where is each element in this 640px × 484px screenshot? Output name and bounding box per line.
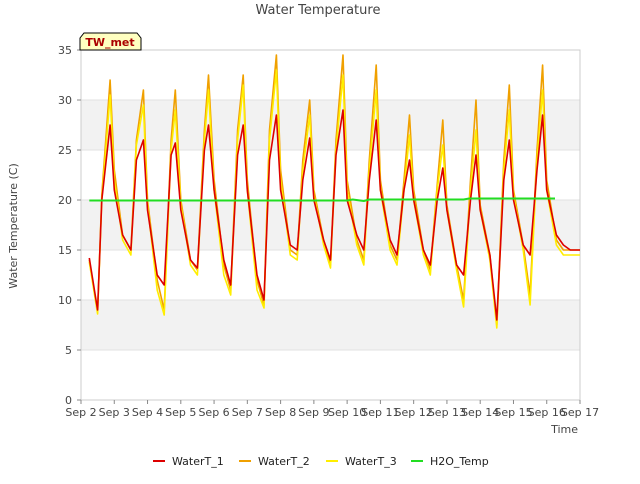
y-tick-label: 10	[58, 294, 72, 307]
grid-band	[81, 300, 580, 350]
x-tick-label: Sep 14	[461, 406, 499, 419]
legend-label: WaterT_2	[258, 455, 310, 468]
y-axis-label: Water Temperature (C)	[7, 163, 20, 288]
x-axis-ticks: Sep 2 Sep 3 Sep 4 Sep 5 Sep 6 Sep 7 Sep 8 Sep 9…	[65, 400, 599, 419]
x-tick-label: Sep 3	[99, 406, 130, 419]
y-axis-ticks: 0 5 10 15 20 25 30 35	[58, 44, 81, 407]
plot-background	[80, 49, 581, 401]
x-tick-label: Sep 13	[428, 406, 466, 419]
chart-title: Water Temperature	[256, 3, 381, 18]
x-tick-label: Sep 2	[65, 406, 96, 419]
grid-band	[81, 150, 580, 200]
grid-band	[81, 100, 580, 150]
y-tick-label: 35	[58, 44, 72, 57]
legend-label: H2O_Temp	[430, 455, 489, 468]
series-layer	[88, 54, 580, 329]
station-annotation: TW_met	[79, 32, 142, 51]
series-line-h2o-temp	[89, 197, 555, 202]
x-tick-label: Sep 15	[494, 406, 532, 419]
y-tick-label: 30	[58, 94, 72, 107]
x-tick-label: Sep 16	[528, 406, 566, 419]
plot-frame	[80, 49, 581, 401]
y-tick-label: 20	[58, 194, 72, 207]
grid-band	[81, 200, 580, 250]
x-tick-label: Sep 17	[561, 406, 599, 419]
legend-label: WaterT_3	[345, 455, 397, 468]
grid-band	[81, 50, 580, 100]
x-tick-label: Sep 5	[165, 406, 196, 419]
y-tick-label: 25	[58, 144, 72, 157]
legend-label: WaterT_1	[172, 455, 224, 468]
x-axis-label: Time	[550, 423, 578, 436]
series-line-watert-1	[88, 109, 580, 321]
y-tick-label: 0	[65, 394, 72, 407]
legend: WaterT_1 WaterT_2 WaterT_3 H2O_Temp	[153, 455, 489, 468]
x-tick-label: Sep 11	[361, 406, 399, 419]
x-tick-label: Sep 10	[328, 406, 366, 419]
x-tick-label: Sep 8	[265, 406, 296, 419]
x-tick-label: Sep 4	[132, 406, 163, 419]
annotation-box	[79, 32, 142, 51]
x-tick-label: Sep 9	[298, 406, 329, 419]
x-tick-label: Sep 12	[395, 406, 433, 419]
annotation-label: TW_met	[85, 36, 134, 49]
y-tick-label: 5	[65, 344, 72, 357]
x-tick-label: Sep 7	[232, 406, 263, 419]
y-tick-label: 15	[58, 244, 72, 257]
x-tick-label: Sep 6	[198, 406, 229, 419]
grid-band	[81, 350, 580, 400]
